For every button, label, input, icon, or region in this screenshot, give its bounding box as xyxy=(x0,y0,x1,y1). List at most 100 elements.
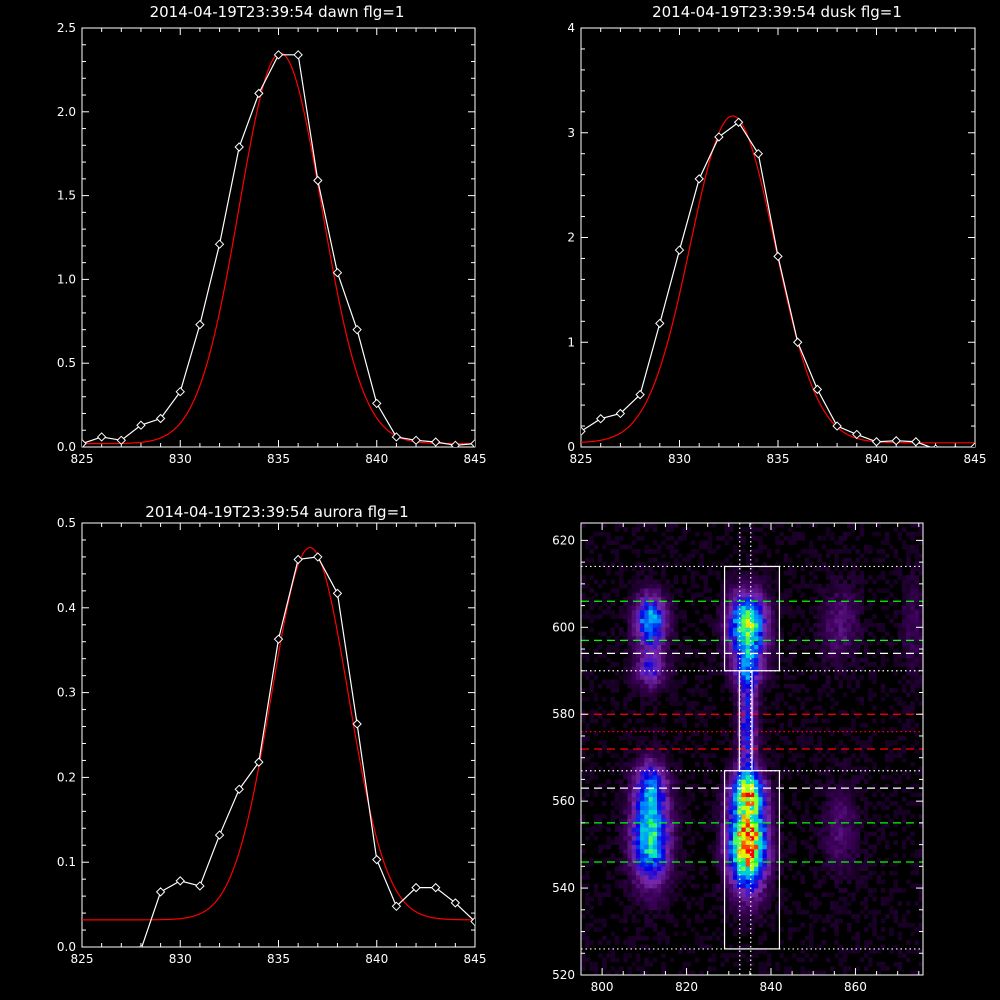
heatmap-cell xyxy=(720,862,725,867)
heatmap-cell xyxy=(623,705,628,711)
heatmap-cell xyxy=(817,779,822,785)
heatmap-cell xyxy=(665,683,670,689)
heatmap-cell xyxy=(855,592,860,598)
heatmap-cell xyxy=(906,579,911,585)
heatmap-cell xyxy=(775,731,780,737)
heatmap-cell xyxy=(640,696,645,702)
heatmap-cell xyxy=(678,848,683,854)
heatmap-cell xyxy=(623,614,628,619)
heatmap-cell xyxy=(821,927,827,932)
heatmap-cell xyxy=(652,757,658,763)
heatmap-cell xyxy=(741,922,746,928)
heatmap-cell xyxy=(678,701,683,706)
heatmap-cell xyxy=(821,892,827,898)
heatmap-cell xyxy=(635,579,641,585)
heatmap-cell xyxy=(690,622,696,628)
heatmap-cell xyxy=(847,636,852,641)
heatmap-cell xyxy=(914,692,920,698)
heatmap-cell xyxy=(804,709,810,715)
heatmap-cell xyxy=(640,792,645,798)
heatmap-cell xyxy=(762,666,768,672)
heatmap-cell xyxy=(851,709,856,715)
heatmap-cell xyxy=(838,627,844,632)
heatmap-cell xyxy=(762,805,768,811)
heatmap-region-box xyxy=(738,670,753,772)
heatmap-cell xyxy=(657,862,662,867)
heatmap-cell xyxy=(716,670,721,676)
heatmap-cell xyxy=(838,862,844,867)
heatmap-cell xyxy=(690,701,696,706)
heatmap-cell xyxy=(703,666,708,672)
heatmap-cell xyxy=(623,762,628,767)
heatmap-cell xyxy=(859,696,865,702)
heatmap-cell xyxy=(889,905,894,911)
heatmap-cell xyxy=(593,835,599,841)
heatmap-cell xyxy=(737,875,742,880)
heatmap-cell xyxy=(657,931,662,937)
heatmap-cell xyxy=(830,622,835,628)
heatmap-cell xyxy=(804,562,810,567)
heatmap-cell xyxy=(771,827,776,832)
heatmap-cell xyxy=(593,675,599,680)
heatmap-cell xyxy=(635,927,641,932)
heatmap-cell xyxy=(724,818,730,824)
heatmap-cell xyxy=(686,831,692,837)
dawn-x-tick-label: 845 xyxy=(464,452,487,466)
heatmap-cell xyxy=(661,822,666,828)
heatmap-cell xyxy=(699,640,704,645)
heatmap-cell xyxy=(695,731,700,737)
heatmap-cell xyxy=(741,609,746,615)
heatmap-cell xyxy=(673,640,679,645)
heatmap-cell xyxy=(775,618,780,624)
heatmap-cell xyxy=(585,696,590,702)
heatmap-cell xyxy=(585,766,590,772)
heatmap-cell xyxy=(775,640,780,645)
heatmap-cell xyxy=(758,835,763,841)
heatmap-cell xyxy=(606,636,611,641)
heatmap-cell xyxy=(635,653,641,659)
heatmap-cell xyxy=(762,775,768,780)
heatmap-cell xyxy=(619,640,624,645)
heatmap-cell xyxy=(581,696,586,702)
heatmap-cell xyxy=(581,749,586,754)
heatmap-cell xyxy=(737,609,742,615)
heatmap-cell xyxy=(745,801,751,806)
heatmap-cell xyxy=(741,666,746,672)
heatmap-cell xyxy=(901,888,907,893)
heatmap-cell xyxy=(868,622,873,628)
heatmap-cell xyxy=(787,892,793,898)
heatmap-cell xyxy=(657,614,662,619)
heatmap-cell xyxy=(847,848,852,854)
heatmap-cell xyxy=(737,796,742,802)
heatmap-cell xyxy=(762,809,768,815)
heatmap-cell xyxy=(657,935,662,941)
heatmap-cell xyxy=(741,840,746,845)
heatmap-cell xyxy=(914,549,920,554)
heatmap-cell xyxy=(614,701,620,706)
heatmap-cell xyxy=(627,544,632,550)
heatmap-cell xyxy=(796,927,801,932)
heatmap-cell xyxy=(910,640,915,645)
heatmap-cell xyxy=(766,822,772,828)
heatmap-cell xyxy=(783,592,789,598)
heatmap-cell xyxy=(813,875,818,880)
heatmap-cell xyxy=(602,883,607,889)
heatmap-cell xyxy=(745,892,751,898)
heatmap-cell xyxy=(690,896,696,902)
heatmap-cell xyxy=(914,948,920,954)
heatmap-cell xyxy=(627,857,632,863)
heatmap-cell xyxy=(863,753,869,758)
heatmap-cell xyxy=(665,605,670,611)
heatmap-cell xyxy=(783,970,789,976)
heatmap-cell xyxy=(644,827,649,832)
heatmap-cell xyxy=(792,840,797,845)
heatmap-cell xyxy=(838,549,844,554)
heatmap-cell xyxy=(661,914,666,919)
heatmap-cell xyxy=(809,844,814,850)
heatmap-cell xyxy=(737,618,742,624)
heatmap-cell xyxy=(771,792,776,798)
heatmap-cell xyxy=(830,905,835,911)
heatmap-cell xyxy=(825,814,831,819)
heatmap-cell xyxy=(821,683,827,689)
heatmap-cell xyxy=(918,657,924,663)
